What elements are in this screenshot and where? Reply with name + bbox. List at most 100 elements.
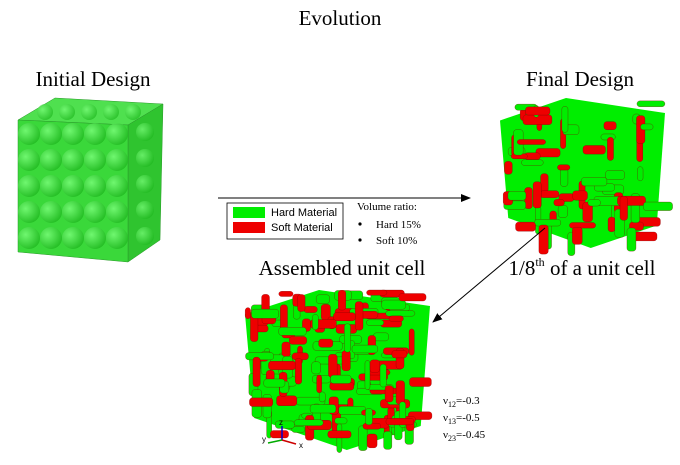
strut	[534, 219, 561, 227]
value: =-0.5	[456, 412, 480, 424]
eighth-prefix: 1/8	[509, 256, 536, 280]
strut	[540, 190, 560, 198]
strut	[366, 319, 384, 326]
legend-swatch	[233, 207, 265, 218]
strut	[344, 323, 351, 353]
subscript: 13	[448, 417, 456, 426]
strut	[351, 344, 378, 354]
strut	[517, 139, 546, 145]
strut	[295, 358, 302, 385]
bullet	[358, 238, 362, 242]
strut	[538, 224, 549, 255]
strut	[278, 327, 307, 336]
poisson-ratio: ν12=-0.3	[443, 395, 480, 409]
strut	[385, 418, 414, 426]
strut	[249, 397, 273, 407]
sphere	[84, 175, 106, 197]
eighth-suffix: of a unit cell	[545, 256, 656, 280]
axis-triad: y z x	[262, 418, 303, 450]
strut	[289, 336, 307, 345]
strut	[582, 145, 606, 155]
strut	[333, 312, 356, 321]
sphere	[40, 227, 62, 249]
strut	[334, 417, 348, 425]
strut	[391, 350, 408, 359]
strut	[366, 433, 378, 448]
final-design-label: Final Design	[526, 67, 634, 91]
strut	[270, 430, 289, 439]
sphere	[40, 149, 62, 171]
sphere	[136, 175, 154, 193]
sphere	[84, 149, 106, 171]
strut	[316, 374, 322, 394]
initial-cube	[17, 97, 164, 263]
sphere	[136, 123, 154, 141]
sphere	[18, 175, 40, 197]
strut	[291, 426, 306, 433]
strut	[251, 309, 279, 319]
legend: Hard Material Soft Material	[233, 207, 337, 234]
strut	[643, 201, 673, 211]
poisson-ratio: ν23=-0.45	[443, 429, 486, 443]
assembly-arrow	[432, 227, 546, 323]
strut	[587, 199, 601, 207]
sphere	[62, 227, 84, 249]
strut	[303, 306, 318, 313]
sphere	[103, 104, 119, 120]
poisson-ratio: ν13=-0.5	[443, 412, 480, 426]
strut	[312, 314, 319, 331]
sphere	[40, 175, 62, 197]
sphere	[84, 227, 106, 249]
axis-letter: z	[279, 418, 283, 427]
strut	[330, 374, 352, 384]
sphere	[37, 104, 53, 120]
strut	[540, 173, 549, 193]
strut	[525, 106, 551, 116]
sphere	[106, 175, 128, 197]
strut	[366, 289, 388, 296]
subscript: 12	[448, 400, 456, 409]
strut	[605, 170, 625, 180]
strut	[369, 359, 380, 373]
strut	[532, 181, 542, 209]
sphere	[40, 201, 62, 223]
eighth-superscript: th	[535, 255, 544, 269]
strut	[569, 222, 596, 229]
strut	[281, 341, 291, 358]
strut	[640, 123, 654, 131]
sphere	[106, 227, 128, 249]
sphere	[81, 104, 97, 120]
strut	[619, 196, 628, 221]
subscript: 23	[448, 434, 456, 443]
strut	[607, 216, 616, 232]
sphere	[18, 123, 40, 145]
strut	[383, 431, 392, 450]
strut	[626, 227, 637, 252]
value: =-0.45	[456, 429, 486, 441]
strut	[280, 304, 288, 331]
sphere	[62, 201, 84, 223]
strut	[293, 419, 324, 426]
sphere	[62, 175, 84, 197]
strut	[515, 221, 536, 232]
strut	[316, 294, 330, 304]
strut	[607, 137, 614, 161]
sphere	[84, 201, 106, 223]
volume-ratio-list: Hard 15% Soft 10%	[358, 219, 421, 247]
strut	[309, 404, 337, 414]
strut	[358, 425, 368, 451]
sphere	[62, 149, 84, 171]
strut	[557, 205, 568, 218]
strut	[338, 290, 346, 311]
symbol: ν	[443, 395, 448, 407]
initial-design-label: Initial Design	[36, 67, 151, 91]
strut	[268, 361, 296, 370]
strut	[385, 310, 416, 317]
sphere	[136, 227, 154, 245]
strut	[328, 354, 338, 378]
eighth-label: 1/8th of a unit cell	[509, 255, 656, 280]
strut	[398, 293, 427, 302]
strut	[311, 361, 321, 375]
